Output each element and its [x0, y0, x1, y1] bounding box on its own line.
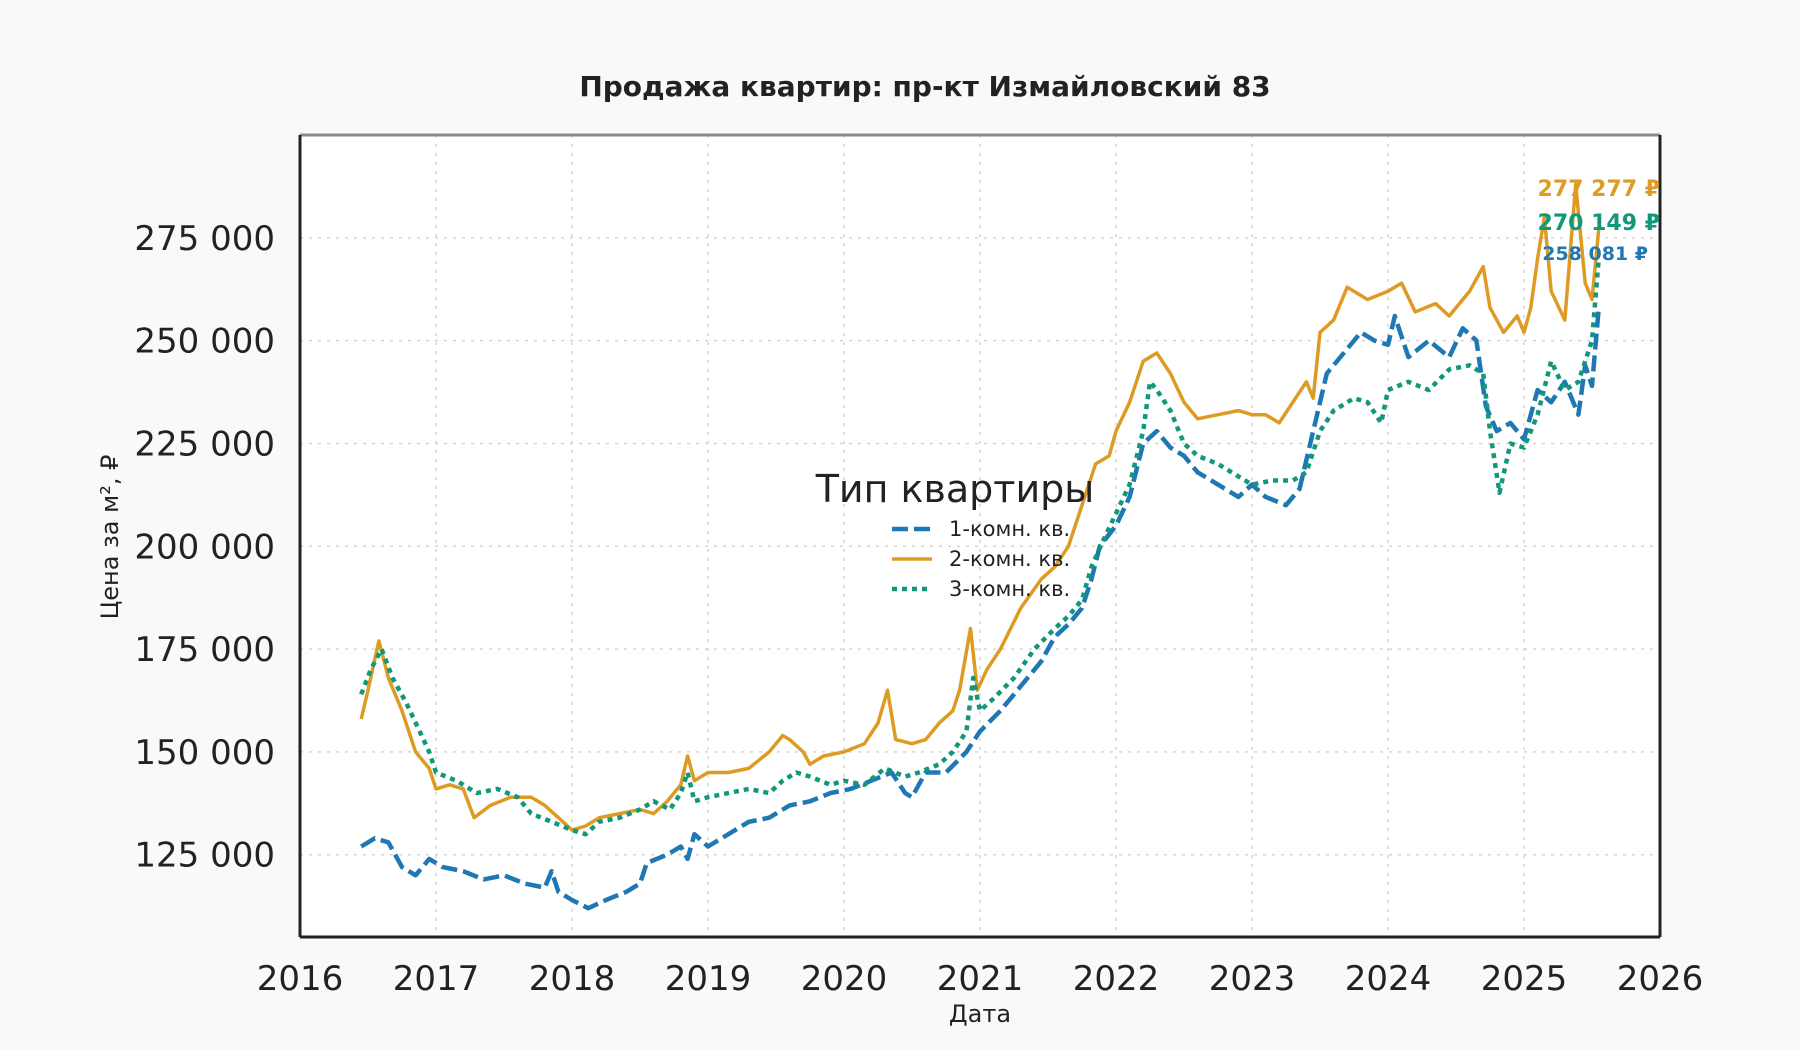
y-tick-label: 125 000 — [134, 836, 275, 876]
series-line — [360, 307, 1602, 911]
x-tick-label: 2020 — [801, 959, 888, 999]
y-axis-label: Цена за м², ₽ — [96, 455, 124, 620]
x-tick-label: 2021 — [937, 959, 1024, 999]
grid-lines — [300, 135, 1660, 937]
y-tick-label: 225 000 — [134, 424, 275, 464]
x-tick-label: 2022 — [1073, 959, 1160, 999]
plot-frame — [298, 133, 1662, 939]
x-tick-label: 2017 — [393, 959, 480, 999]
end-value-label: 258 081 ₽ — [1542, 243, 1648, 265]
legend-label: 1-комн. кв. — [949, 517, 1070, 541]
x-tick-label: 2016 — [257, 959, 344, 999]
y-axis-ticks: 125 000 150 000 175 000 200 000 225 000 250 0… — [134, 219, 275, 876]
y-tick-label: 150 000 — [134, 733, 275, 773]
x-axis-ticks: 2016 2017 2018 2019 2020 2021 2022 2023 2024 2025… — [257, 959, 1704, 999]
end-labels: 258 081 ₽ 277 277 ₽ 270 149 ₽ — [1538, 177, 1660, 265]
x-tick-label: 2023 — [1209, 959, 1296, 999]
y-tick-label: 275 000 — [134, 219, 275, 259]
y-tick-label: 200 000 — [134, 527, 275, 567]
x-tick-label: 2026 — [1617, 959, 1704, 999]
end-value-label: 277 277 ₽ — [1538, 177, 1660, 202]
legend-label: 2-комн. кв. — [949, 547, 1070, 571]
chart-title: Продажа квартир: пр-кт Измайловский 83 — [579, 70, 1270, 103]
y-tick-label: 250 000 — [134, 322, 275, 362]
legend-label: 3-комн. кв. — [949, 577, 1070, 601]
x-tick-label: 2018 — [529, 959, 616, 999]
end-value-label: 270 149 ₽ — [1538, 211, 1660, 236]
legend-items: 1-комн. кв. 2-комн. кв. 3-комн. кв. — [892, 517, 1070, 601]
x-axis-label: Дата — [949, 1000, 1011, 1028]
legend-title: Тип квартиры — [815, 467, 1095, 511]
x-tick-label: 2025 — [1481, 959, 1568, 999]
legend: Тип квартиры 1-комн. кв. 2-комн. кв. 3-ком… — [815, 467, 1095, 601]
x-tick-label: 2019 — [665, 959, 752, 999]
series-layer — [359, 182, 1602, 911]
series-line — [359, 257, 1602, 837]
y-tick-label: 175 000 — [134, 630, 275, 670]
x-tick-label: 2024 — [1345, 959, 1432, 999]
